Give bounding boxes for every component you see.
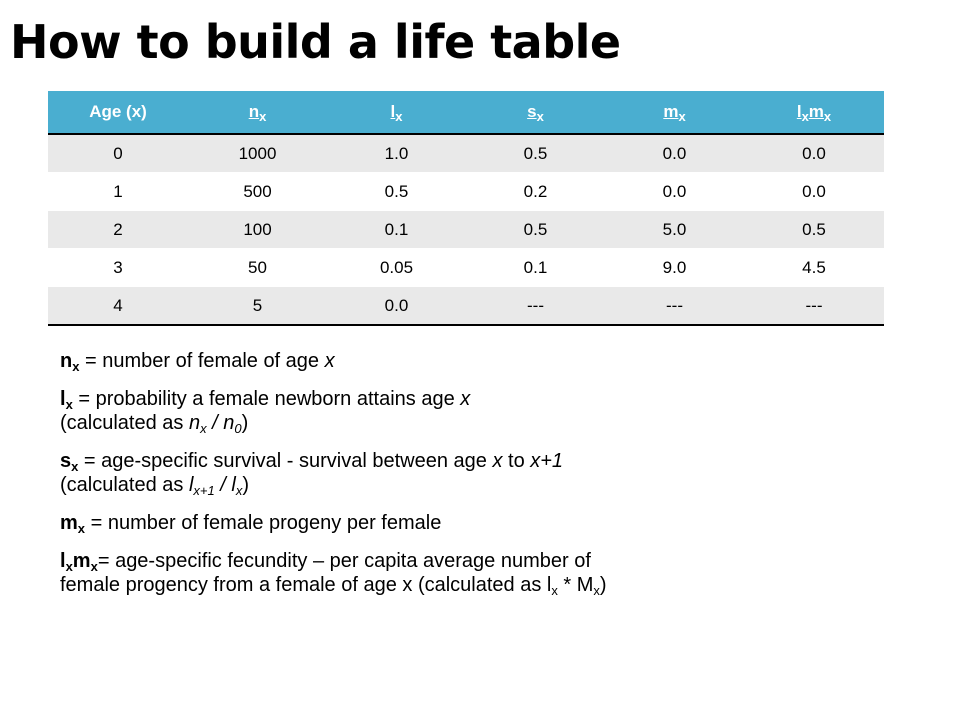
header-mx: mx [605,91,744,135]
header-lxmx: lxmx [744,91,884,135]
table-cell: 50 [188,248,327,287]
header-mx-label: mx [663,102,686,124]
table-cell: 0.0 [327,286,466,326]
definition-lx: lx = probability a female newborn attain… [60,388,471,436]
table-cell: 5.0 [605,210,744,249]
table-row: 0 1000 1.0 0.5 0.0 0.0 [48,133,884,173]
table-cell: 0.1 [327,210,466,249]
table-cell: 100 [188,210,327,249]
header-nx: nx [188,91,327,135]
table-cell: 500 [188,172,327,211]
table-cell: 4 [48,286,188,326]
table-cell: 0 [48,133,188,173]
definition-sx: sx = age-specific survival - survival be… [60,450,564,498]
header-sx-label: sx [527,102,544,124]
table-cell: 0.2 [466,172,605,211]
table-cell: 0.5 [327,172,466,211]
table-header-row: Age (x) nx lx sx mx lxmx [48,91,884,135]
table-row: 4 5 0.0 --- --- --- [48,286,884,326]
table-cell: --- [466,286,605,326]
table-cell: 2 [48,210,188,249]
slide-title: How to build a life table [10,15,621,69]
table-cell: 1 [48,172,188,211]
definitions: nx = number of female of age x lx = prob… [60,349,920,611]
definition-nx: nx = number of female of age x [60,350,335,374]
table-cell: 9.0 [605,248,744,287]
table-cell: 4.5 [744,248,884,287]
table-cell: 0.0 [605,133,744,173]
table-cell: 0.5 [466,133,605,173]
table-cell: 5 [188,286,327,326]
header-nx-label: nx [248,102,267,124]
table-cell: --- [605,286,744,326]
table-cell: 0.05 [327,248,466,287]
header-age-label: Age (x) [89,102,147,121]
table-cell: 0.0 [605,172,744,211]
table-row: 2 100 0.1 0.5 5.0 0.5 [48,210,884,249]
header-lx-label: lx [390,102,403,124]
table-cell: 1.0 [327,133,466,173]
header-sx: sx [466,91,605,135]
table-cell: 0.5 [744,210,884,249]
table-row: 3 50 0.05 0.1 9.0 4.5 [48,248,884,287]
table-cell: 0.1 [466,248,605,287]
table-row: 1 500 0.5 0.2 0.0 0.0 [48,172,884,211]
table-cell: 0.0 [744,172,884,211]
header-lx: lx [327,91,466,135]
table-cell: 0.0 [744,133,884,173]
header-age: Age (x) [48,91,188,135]
table-cell: 3 [48,248,188,287]
definition-lxmx: lxmx= age-specific fecundity – per capit… [60,550,607,598]
definition-mx: mx = number of female progeny per female [60,512,442,536]
table-cell: --- [744,286,884,326]
table-cell: 0.5 [466,210,605,249]
header-lxmx-label: lxmx [796,102,832,124]
table-cell: 1000 [188,133,327,173]
life-table: Age (x) nx lx sx mx lxmx 0 1000 1.0 0.5 … [48,91,884,326]
